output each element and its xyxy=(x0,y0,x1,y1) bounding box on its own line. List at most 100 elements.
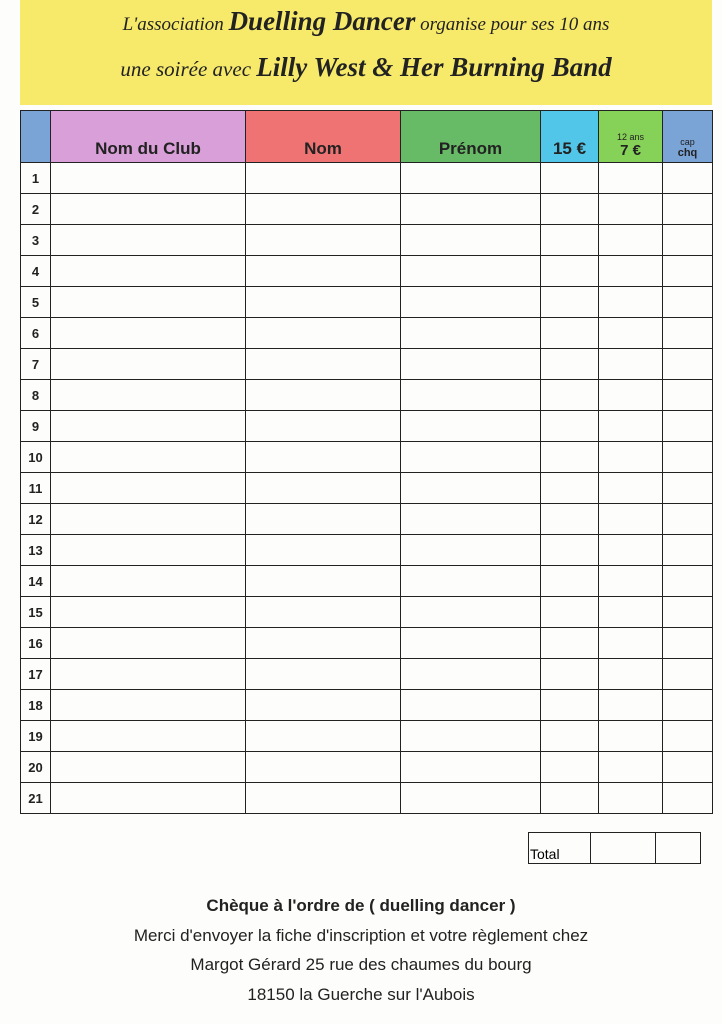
empty-cell xyxy=(662,379,713,411)
empty-cell xyxy=(245,565,401,597)
empty-cell xyxy=(50,441,246,473)
table-row: 7 xyxy=(20,348,713,380)
empty-cell xyxy=(662,317,713,349)
empty-cell xyxy=(50,689,246,721)
empty-cell xyxy=(540,286,599,318)
empty-cell xyxy=(598,162,663,194)
row-number: 13 xyxy=(20,534,51,566)
empty-cell xyxy=(50,782,246,814)
empty-cell xyxy=(400,689,541,721)
row-number: 11 xyxy=(20,472,51,504)
empty-cell xyxy=(50,534,246,566)
row-number: 16 xyxy=(20,627,51,659)
row-number: 19 xyxy=(20,720,51,752)
empty-cell xyxy=(540,596,599,628)
empty-cell xyxy=(245,348,401,380)
empty-cell xyxy=(662,410,713,442)
header: L'association Duelling Dancer organise p… xyxy=(20,0,712,105)
empty-cell xyxy=(245,503,401,535)
empty-cell xyxy=(50,503,246,535)
empty-cell xyxy=(662,348,713,380)
empty-cell xyxy=(540,658,599,690)
table-row: 6 xyxy=(20,317,713,349)
empty-cell xyxy=(598,627,663,659)
table-row: 11 xyxy=(20,472,713,504)
empty-cell xyxy=(540,410,599,442)
text: une soirée avec xyxy=(120,57,252,81)
header-cell: Nom xyxy=(245,110,401,163)
empty-cell xyxy=(662,782,713,814)
empty-cell xyxy=(662,658,713,690)
empty-cell xyxy=(662,503,713,535)
table-row: 21 xyxy=(20,782,713,814)
table-row: 9 xyxy=(20,410,713,442)
table-row: 19 xyxy=(20,720,713,752)
empty-cell xyxy=(662,720,713,752)
empty-cell xyxy=(245,596,401,628)
empty-cell xyxy=(540,503,599,535)
row-number: 21 xyxy=(20,782,51,814)
empty-cell xyxy=(50,565,246,597)
table-row: 12 xyxy=(20,503,713,535)
table-row: 20 xyxy=(20,751,713,783)
header-line: une soirée avec Lilly West & Her Burning… xyxy=(20,52,712,83)
table-row: 4 xyxy=(20,255,713,287)
empty-cell xyxy=(50,162,246,194)
empty-cell xyxy=(662,596,713,628)
empty-cell xyxy=(540,751,599,783)
empty-cell xyxy=(50,193,246,225)
empty-cell xyxy=(598,224,663,256)
empty-cell xyxy=(598,720,663,752)
row-number: 14 xyxy=(20,565,51,597)
empty-cell xyxy=(540,472,599,504)
table-row: 5 xyxy=(20,286,713,318)
empty-cell xyxy=(400,317,541,349)
empty-cell xyxy=(540,348,599,380)
empty-cell xyxy=(598,503,663,535)
footer-line: Chèque à l'ordre de ( duelling dancer ) xyxy=(206,896,516,915)
table-row: 14 xyxy=(20,565,713,597)
empty-cell xyxy=(598,596,663,628)
empty-cell xyxy=(245,751,401,783)
empty-cell xyxy=(662,193,713,225)
band-name: Lilly West & Her Burning Band xyxy=(256,52,612,82)
empty-cell xyxy=(540,782,599,814)
empty-cell xyxy=(400,193,541,225)
row-number: 2 xyxy=(20,193,51,225)
table-row: 17 xyxy=(20,658,713,690)
header-cell: Prénom xyxy=(400,110,541,163)
row-number: 17 xyxy=(20,658,51,690)
empty-cell xyxy=(662,286,713,318)
table-row: 18 xyxy=(20,689,713,721)
table-row: 13 xyxy=(20,534,713,566)
empty-cell xyxy=(245,658,401,690)
empty-cell xyxy=(598,534,663,566)
table-row: 8 xyxy=(20,379,713,411)
empty-cell xyxy=(50,720,246,752)
footer-line: Margot Gérard 25 rue des chaumes du bour… xyxy=(190,955,532,974)
empty-cell xyxy=(590,832,656,864)
row-number: 8 xyxy=(20,379,51,411)
header-cell: Nom du Club xyxy=(50,110,246,163)
table-row: 16 xyxy=(20,627,713,659)
association-name: Duelling Dancer xyxy=(228,6,416,36)
empty-cell xyxy=(400,720,541,752)
total-table: Total xyxy=(528,832,701,864)
empty-cell xyxy=(245,410,401,442)
empty-cell xyxy=(245,441,401,473)
footer-line: 18150 la Guerche sur l'Aubois xyxy=(247,984,475,1004)
row-number: 6 xyxy=(20,317,51,349)
total-label: Total xyxy=(528,832,591,864)
row-number: 12 xyxy=(20,503,51,535)
empty-cell xyxy=(50,224,246,256)
empty-cell xyxy=(400,286,541,318)
empty-cell xyxy=(400,565,541,597)
text: L'association xyxy=(122,14,224,35)
header-row: Nom du Club Nom Prénom 15 €12 ans 7 € cap chq xyxy=(20,110,713,163)
empty-cell xyxy=(50,472,246,504)
empty-cell xyxy=(400,596,541,628)
empty-cell xyxy=(655,832,701,864)
row-number: 9 xyxy=(20,410,51,442)
empty-cell xyxy=(598,255,663,287)
empty-cell xyxy=(400,162,541,194)
